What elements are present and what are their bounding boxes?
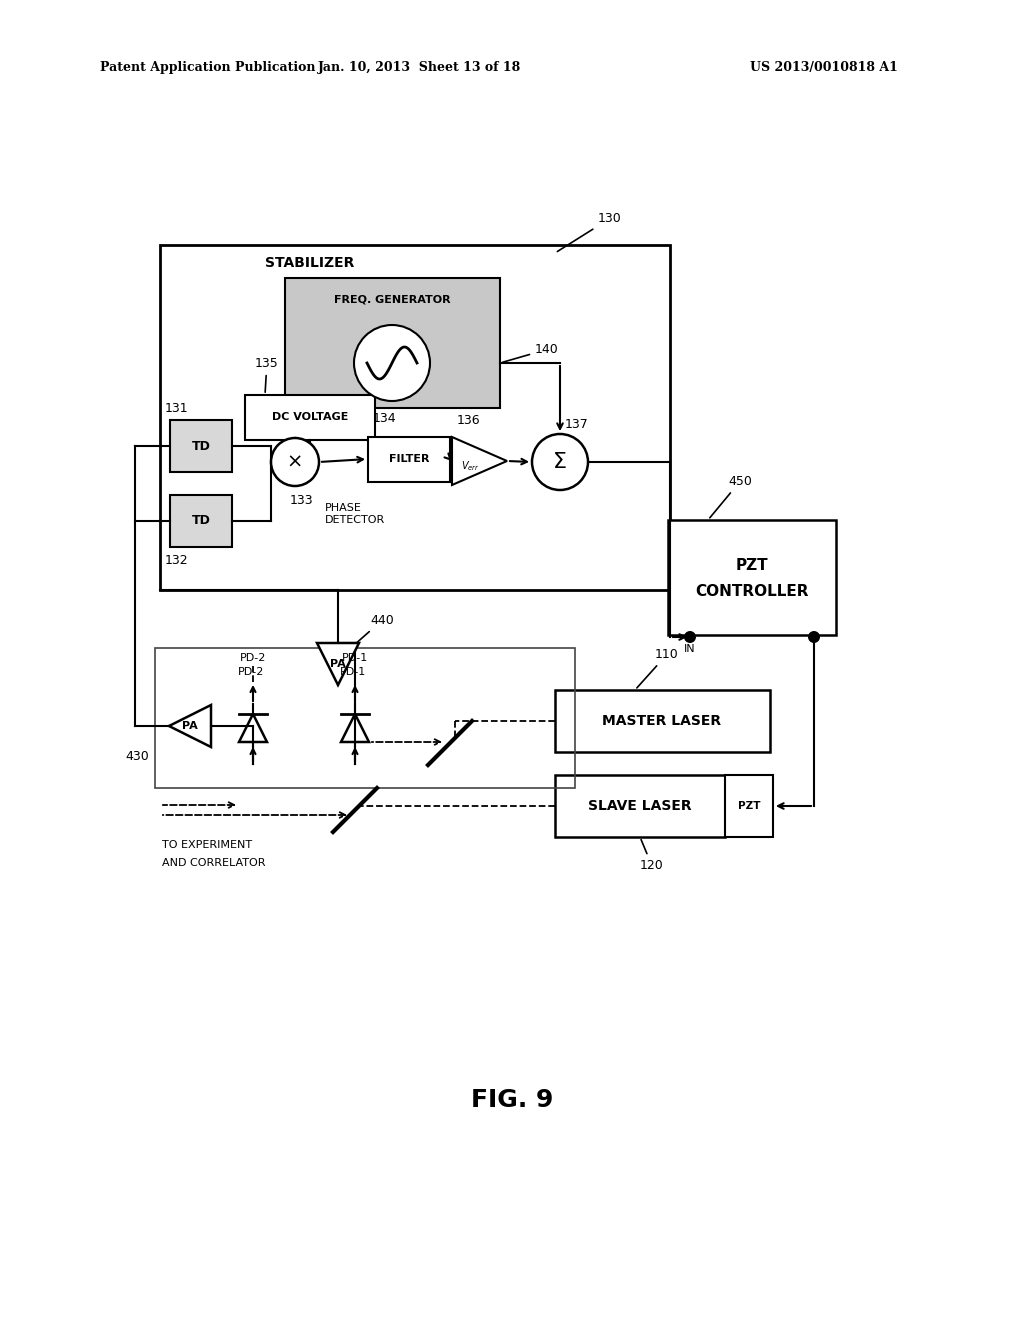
Text: IN: IN xyxy=(684,644,696,653)
Bar xyxy=(245,395,375,440)
Text: PD-1: PD-1 xyxy=(340,667,367,677)
Text: 131: 131 xyxy=(165,401,188,414)
Text: 140: 140 xyxy=(503,343,559,362)
Text: TD: TD xyxy=(191,440,211,453)
Text: FILTER: FILTER xyxy=(389,454,429,465)
Polygon shape xyxy=(452,437,507,484)
Text: 440: 440 xyxy=(355,614,394,644)
Circle shape xyxy=(354,325,430,401)
Text: PD-2: PD-2 xyxy=(240,653,266,663)
Bar xyxy=(285,279,500,408)
Text: PHASE
DETECTOR: PHASE DETECTOR xyxy=(325,503,385,525)
Text: STABILIZER: STABILIZER xyxy=(265,256,354,271)
Polygon shape xyxy=(169,705,211,747)
Text: 133: 133 xyxy=(290,494,313,507)
Bar xyxy=(160,246,670,590)
Text: Σ: Σ xyxy=(553,451,567,473)
Circle shape xyxy=(271,438,319,486)
Text: US 2013/0010818 A1: US 2013/0010818 A1 xyxy=(750,62,898,74)
Text: Patent Application Publication: Patent Application Publication xyxy=(100,62,315,74)
Text: 132: 132 xyxy=(165,554,188,568)
Text: 137: 137 xyxy=(565,417,589,430)
Text: $V_{err}$: $V_{err}$ xyxy=(461,459,479,473)
Text: PD-2: PD-2 xyxy=(238,667,264,677)
Text: PA: PA xyxy=(330,659,346,669)
Text: PD-1: PD-1 xyxy=(342,653,368,663)
Bar xyxy=(725,775,773,837)
Text: CONTROLLER: CONTROLLER xyxy=(695,583,809,598)
Text: PA: PA xyxy=(182,721,198,731)
Text: AND CORRELATOR: AND CORRELATOR xyxy=(162,858,265,869)
Bar xyxy=(170,420,232,473)
Text: FREQ. GENERATOR: FREQ. GENERATOR xyxy=(334,294,451,305)
Circle shape xyxy=(684,631,696,643)
Text: SLAVE LASER: SLAVE LASER xyxy=(588,799,692,813)
Circle shape xyxy=(532,434,588,490)
Text: 110: 110 xyxy=(637,648,679,688)
Text: PZT: PZT xyxy=(735,557,768,573)
Bar xyxy=(170,495,232,546)
Bar xyxy=(668,520,836,635)
Text: MASTER LASER: MASTER LASER xyxy=(602,714,722,729)
Text: 120: 120 xyxy=(640,840,664,873)
Text: Jan. 10, 2013  Sheet 13 of 18: Jan. 10, 2013 Sheet 13 of 18 xyxy=(318,62,521,74)
Text: FIG. 9: FIG. 9 xyxy=(471,1088,553,1111)
Circle shape xyxy=(808,631,820,643)
Text: TD: TD xyxy=(191,515,211,528)
Text: PZT: PZT xyxy=(737,801,760,810)
Text: 130: 130 xyxy=(557,213,622,252)
Text: 430: 430 xyxy=(125,750,148,763)
Bar xyxy=(155,648,575,788)
Polygon shape xyxy=(317,643,359,685)
Text: ×: × xyxy=(287,453,303,471)
Text: 450: 450 xyxy=(710,475,752,517)
Bar xyxy=(555,690,770,752)
Text: TO EXPERIMENT: TO EXPERIMENT xyxy=(162,840,252,850)
Text: 136: 136 xyxy=(457,414,480,428)
Bar xyxy=(368,437,450,482)
Bar xyxy=(555,775,725,837)
Text: DC VOLTAGE: DC VOLTAGE xyxy=(271,412,348,422)
Text: 135: 135 xyxy=(255,356,279,392)
Text: 134: 134 xyxy=(373,412,396,425)
